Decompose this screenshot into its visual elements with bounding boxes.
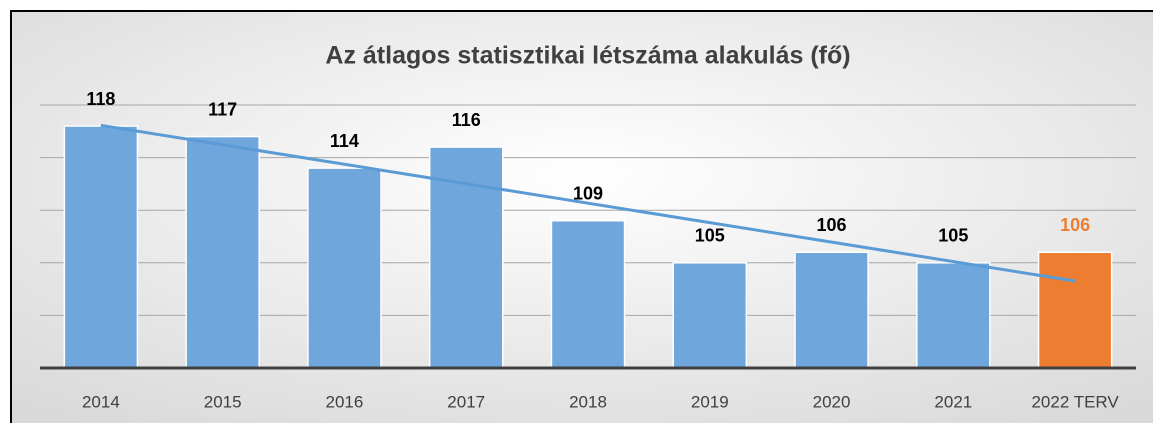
value-label: 118 [86, 89, 115, 109]
frame [10, 10, 1153, 423]
bar [307, 167, 382, 369]
value-label: 109 [573, 183, 603, 203]
x-tick-label: 2016 [326, 392, 364, 411]
x-tick-label: 2017 [447, 392, 485, 411]
x-tick-label: 2022 TERV [1031, 392, 1119, 411]
x-tick-label: 2018 [569, 392, 607, 411]
bar [672, 262, 748, 369]
bar [550, 219, 626, 369]
x-tick-label: 2014 [82, 392, 120, 411]
value-label: 117 [208, 99, 237, 119]
x-tick-label: 2020 [813, 392, 851, 411]
value-label: 106 [1060, 215, 1090, 235]
trendline [100, 123, 1076, 283]
value-label: 116 [452, 110, 481, 130]
x-tick-label: 2021 [934, 392, 972, 411]
value-label: 106 [817, 215, 847, 235]
bar [1037, 251, 1113, 369]
value-label: 105 [695, 226, 725, 246]
bar [794, 251, 869, 369]
chart-title: Az átlagos statisztikai létszáma alakulá… [325, 42, 850, 70]
x-tick-label: 2015 [204, 392, 242, 411]
bar [916, 262, 991, 369]
x-tick-label: 2019 [691, 392, 729, 411]
value-label: 105 [938, 226, 968, 246]
bar [63, 125, 139, 369]
value-label: 114 [330, 131, 359, 151]
bar [185, 135, 260, 369]
